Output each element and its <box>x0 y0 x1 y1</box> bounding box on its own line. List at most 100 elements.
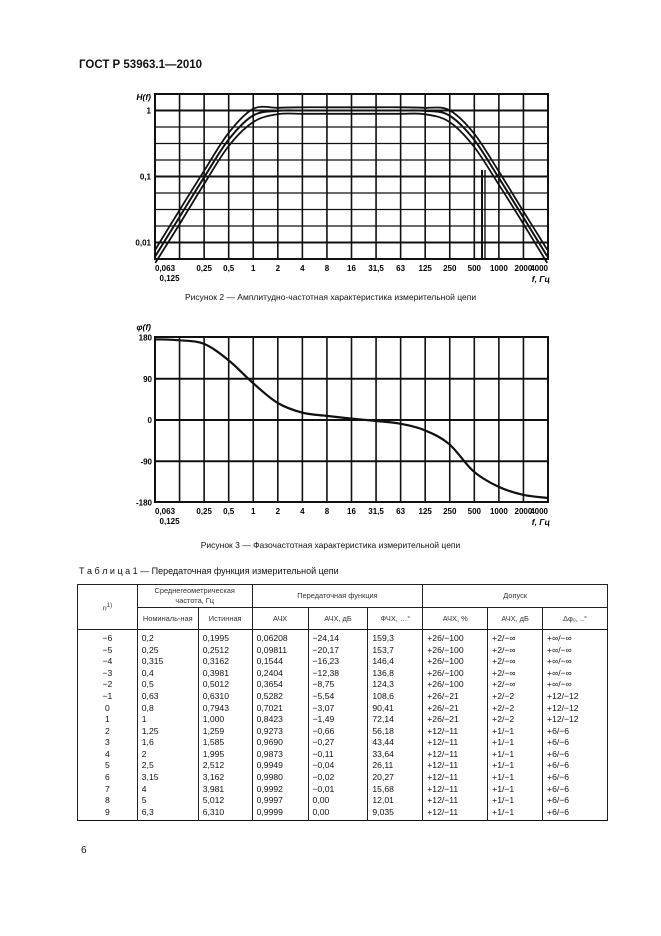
table-cell: 0,3981 <box>197 667 253 680</box>
table-cell: 6,3 <box>136 806 199 822</box>
table-cell: 159,3 <box>367 629 424 645</box>
x-tick-label: 1000 <box>490 507 508 516</box>
table-cell: +6/−6 <box>542 737 608 749</box>
table-cell: −0,01 <box>307 783 369 796</box>
table-cell: 0,7021 <box>251 702 309 715</box>
table-caption: Т а б л и ц а 1 — Передаточная функция и… <box>79 566 339 576</box>
x-tick-label: 2 <box>276 264 281 273</box>
header-tol-afc-db: АЧХ, дБ <box>487 607 544 630</box>
table-cell: +12/−12 <box>542 702 608 715</box>
x-tick-label: 31,5 <box>368 264 384 273</box>
x-tick-label: 250 <box>443 264 457 273</box>
table-cell: 0 <box>77 702 138 715</box>
x-tick-label: 500 <box>468 264 482 273</box>
x-tick-label: 1000 <box>490 264 508 273</box>
y-tick-label: 0 <box>148 416 153 425</box>
table-cell: 5,012 <box>197 795 253 807</box>
table-cell: −4 <box>77 656 138 668</box>
table-cell: 9 <box>77 806 138 822</box>
table-cell: +26/−100 <box>422 656 489 668</box>
table-row: −6 0,2 0,1995 0,06208 −24,14 159,3 +26/−100 +2/… <box>77 629 608 645</box>
table-cell: +12/−11 <box>422 772 489 784</box>
x-axis-label: f, Гц <box>532 274 551 284</box>
x-tick-label: 8 <box>325 264 330 273</box>
table-cell: +∞/−∞ <box>542 656 608 668</box>
x-tick-label: 8 <box>325 507 330 516</box>
table-cell: +6/−6 <box>542 760 608 773</box>
y-axis-label: φ(f) <box>137 322 152 332</box>
table-cell: 4 <box>77 748 138 761</box>
table-cell: 0,3162 <box>197 656 253 668</box>
table-cell: 0,1544 <box>251 656 309 668</box>
table-cell: 9,035 <box>367 806 424 822</box>
table-cell: 1,6 <box>136 737 199 749</box>
amplitude-curve-lower <box>154 112 548 264</box>
table-cell: 3,162 <box>197 772 253 784</box>
table-cell: +12/−11 <box>422 760 489 773</box>
table-cell: +6/−6 <box>542 725 608 738</box>
header-transfer-group: Передаточная функция <box>251 584 424 608</box>
x-tick-label: 0,25 <box>196 507 212 516</box>
table-cell: +12/−12 <box>542 690 608 703</box>
table-cell: +12/−11 <box>422 748 489 761</box>
table-row: 6 3,15 3,162 0,9980 −0,02 20,27 +12/−11 +1/−1 +6… <box>77 772 608 784</box>
table-cell: +1/−1 <box>487 783 544 796</box>
y-tick-label: 90 <box>143 375 152 384</box>
x-tick-label: 2 <box>276 507 281 516</box>
table-cell: 0,00 <box>307 795 369 807</box>
table-row: 2 1,25 1,259 0,9273 −0,66 56,18 +12/−11 +1/−1 +6… <box>77 725 608 738</box>
header-afc-db: АЧХ, дБ <box>307 607 369 630</box>
table-cell: 0,3654 <box>251 679 309 691</box>
table-row: −1 0,63 0,6310 0,5282 −5,54 108,6 +26/−21 +2/−2… <box>77 690 608 703</box>
table-cell: −1 <box>77 690 138 703</box>
table-cell: +∞/−∞ <box>542 679 608 691</box>
table-cell: 72,14 <box>367 714 424 726</box>
table-cell: 0,9690 <box>251 737 309 749</box>
table-cell: +12/−11 <box>422 737 489 749</box>
amplitude-curve-nominal <box>154 109 549 257</box>
table-cell: +26/−100 <box>422 667 489 680</box>
table-cell: 1,25 <box>136 725 199 738</box>
table-cell: 5 <box>136 795 199 807</box>
table-cell: −1,49 <box>307 714 369 726</box>
table-cell: 43,44 <box>367 737 424 749</box>
table-cell: 2 <box>77 725 138 738</box>
table-cell: 0,8 <box>136 702 199 715</box>
x-tick-label: 0,063 <box>155 264 176 273</box>
phase-curve <box>155 338 548 499</box>
table-row: −2 0,5 0,5012 0,3654 −8,75 124,3 +26/−100 +2/−∞… <box>77 679 608 691</box>
table-cell: 0,9980 <box>251 772 309 784</box>
table-row: 0 0,8 0,7943 0,7021 −3,07 90,41 +26/−21 +2/−2 +1… <box>77 702 608 715</box>
table-cell: 0,315 <box>136 656 199 668</box>
table-cell: +2/−∞ <box>487 667 544 680</box>
table-cell: 3,981 <box>197 783 253 796</box>
table-cell: 0,9873 <box>251 748 309 761</box>
table-cell: 0,8423 <box>251 714 309 726</box>
table-row: 3 1,6 1,585 0,9690 −0,27 43,44 +12/−11 +1/−1 +6/… <box>77 737 608 749</box>
x-tick-label: 4000 <box>530 264 548 273</box>
header-n: n1) <box>77 584 138 630</box>
table-cell: 5 <box>77 760 138 773</box>
table-cell: −0,66 <box>307 725 369 738</box>
table-cell: +2/−∞ <box>487 656 544 668</box>
x-tick-label: 2000 <box>515 264 533 273</box>
x-tick-label: 63 <box>396 507 405 516</box>
table-cell: +12/−11 <box>422 783 489 796</box>
table-row: 9 6,3 6,310 0,9999 0,00 9,035 +12/−11 +1/−1 +6/−… <box>77 806 608 822</box>
figure-2-caption: Рисунок 2 — Амплитудно-частотная характе… <box>184 292 477 302</box>
x-tick-label: 0,125 <box>160 517 181 526</box>
x-tick-label: 63 <box>396 264 405 273</box>
table-cell: 0,09811 <box>251 644 309 657</box>
table-cell: 1 <box>136 714 199 726</box>
table-cell: −16,23 <box>307 656 369 668</box>
table-cell: 20,27 <box>367 772 424 784</box>
table-cell: +12/−11 <box>422 806 489 822</box>
table-cell: −6 <box>77 629 138 645</box>
table-cell: +1/−1 <box>487 806 544 822</box>
x-tick-label: 0,063 <box>155 507 176 516</box>
table-cell: +2/−∞ <box>487 629 544 645</box>
y-tick-label: 0,1 <box>140 173 152 182</box>
x-tick-label: 4 <box>300 507 305 516</box>
header-true: Истинная <box>197 607 253 630</box>
